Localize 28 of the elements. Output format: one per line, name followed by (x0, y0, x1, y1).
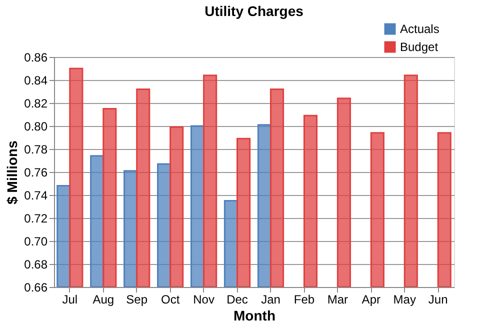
x-tick-label: Feb (294, 292, 315, 306)
y-tick-label: 0.78 (24, 142, 48, 156)
x-tick-label: Jan (261, 292, 280, 306)
y-tick-label: 0.68 (24, 258, 48, 272)
x-tick-label: Aug (92, 292, 114, 306)
y-tick-label: 0.86 (24, 50, 48, 64)
legend-label: Actuals (400, 22, 440, 36)
y-tick-label: 0.76 (24, 166, 48, 180)
x-tick-label: May (393, 292, 416, 306)
x-tick-label: Dec (226, 292, 248, 306)
x-tick-label: Mar (327, 292, 348, 306)
x-tick-label: Oct (160, 292, 180, 306)
y-axis-title: $ Millions (4, 140, 20, 204)
x-tick-label: Apr (362, 292, 380, 306)
x-tick-label: Jun (428, 292, 448, 306)
chart-title: Utility Charges (204, 3, 304, 19)
y-tick-label: 0.74 (24, 188, 48, 202)
x-axis-title: Month (234, 308, 276, 324)
x-tick-label: Jul (62, 292, 78, 306)
x-tick-label: Nov (193, 292, 214, 306)
y-tick-label: 0.70 (24, 234, 48, 248)
y-tick-label: 0.66 (24, 280, 48, 294)
y-tick-label: 0.72 (24, 212, 48, 226)
y-tick-label: 0.80 (24, 120, 48, 134)
y-tick-label: 0.82 (24, 96, 48, 110)
x-tick-label: Sep (126, 292, 148, 306)
legend-label: Budget (400, 40, 439, 54)
y-tick-label: 0.84 (24, 74, 48, 88)
